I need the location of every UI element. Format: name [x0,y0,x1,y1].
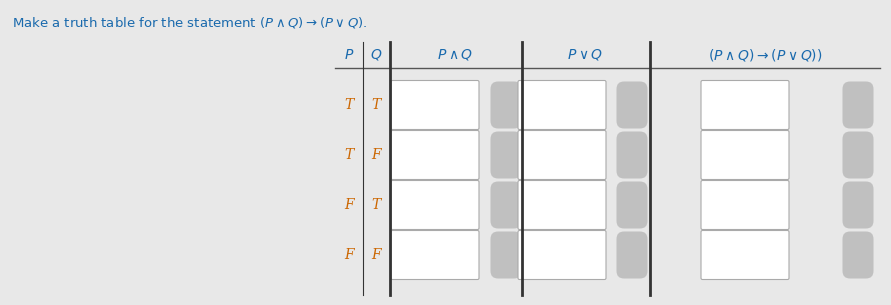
Text: $(P \wedge Q) \rightarrow (P \vee Q))$: $(P \wedge Q) \rightarrow (P \vee Q))$ [707,47,822,63]
Text: Make a truth table for the statement $(P \wedge Q) \rightarrow (P \vee Q)$.: Make a truth table for the statement $(P… [12,15,368,30]
FancyBboxPatch shape [843,131,873,178]
FancyBboxPatch shape [617,231,648,278]
FancyBboxPatch shape [843,181,873,228]
Text: T: T [372,198,380,212]
FancyBboxPatch shape [701,81,789,130]
FancyBboxPatch shape [491,231,521,278]
FancyBboxPatch shape [491,131,521,178]
FancyBboxPatch shape [843,231,873,278]
Text: F: F [372,248,380,262]
FancyBboxPatch shape [518,131,606,180]
Text: F: F [372,148,380,162]
FancyBboxPatch shape [518,231,606,279]
Text: F: F [344,198,354,212]
FancyBboxPatch shape [701,131,789,180]
Text: $P \vee Q$: $P \vee Q$ [567,48,603,63]
FancyBboxPatch shape [391,131,479,180]
Text: T: T [345,148,354,162]
FancyBboxPatch shape [518,181,606,229]
FancyBboxPatch shape [391,81,479,130]
Text: T: T [372,98,380,112]
FancyBboxPatch shape [843,81,873,128]
FancyBboxPatch shape [617,131,648,178]
Text: $P \wedge Q$: $P \wedge Q$ [437,48,473,63]
FancyBboxPatch shape [491,81,521,128]
FancyBboxPatch shape [518,81,606,130]
FancyBboxPatch shape [617,181,648,228]
Text: $Q$: $Q$ [370,48,382,63]
FancyBboxPatch shape [701,231,789,279]
FancyBboxPatch shape [701,181,789,229]
Text: $P$: $P$ [344,48,354,62]
Text: F: F [344,248,354,262]
Text: T: T [345,98,354,112]
FancyBboxPatch shape [391,231,479,279]
FancyBboxPatch shape [617,81,648,128]
FancyBboxPatch shape [491,181,521,228]
FancyBboxPatch shape [391,181,479,229]
